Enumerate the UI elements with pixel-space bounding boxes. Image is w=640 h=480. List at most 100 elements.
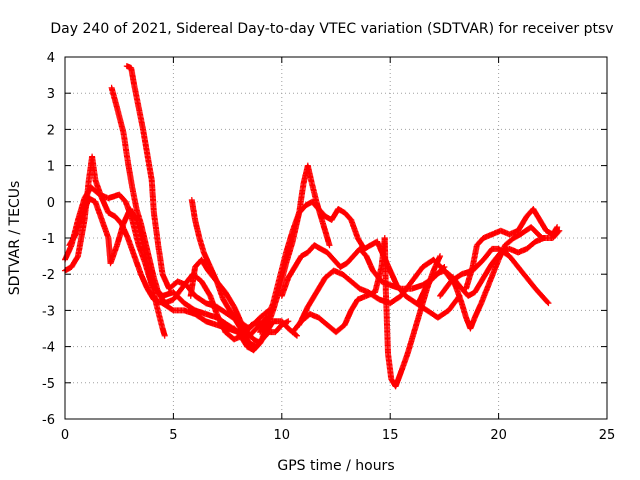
data-point (415, 283, 430, 307)
y-tick-labels: 4 3 2 1 0 -1 -2 -3 -4 -5 -6 (42, 51, 55, 428)
data-point (142, 238, 153, 262)
axis-ticks (64, 56, 608, 420)
data-point (515, 214, 530, 234)
data-point (144, 151, 155, 182)
data-point (213, 278, 226, 302)
data-point (150, 209, 161, 247)
y-tick-label: 2 (47, 123, 55, 138)
y-tick-label: 0 (47, 196, 55, 211)
data-point (471, 301, 484, 321)
x-tick-label: 5 (169, 428, 177, 443)
data-point (140, 242, 153, 276)
data-point (473, 236, 486, 249)
data-point (387, 293, 403, 307)
data-point (296, 305, 311, 328)
data-point (233, 318, 246, 334)
data-point (315, 314, 330, 328)
data-point (437, 279, 454, 299)
data-point (272, 322, 284, 336)
data-point (437, 253, 444, 260)
data-point (98, 195, 111, 215)
data-point (343, 254, 356, 267)
data-point (523, 239, 538, 252)
data-point (66, 232, 79, 249)
data-point (244, 329, 256, 342)
data-point (75, 218, 88, 260)
data-point (283, 229, 296, 256)
data-point (192, 311, 208, 324)
data-point (92, 177, 105, 200)
data-point (257, 326, 270, 346)
data-point (392, 370, 404, 390)
data-point (222, 289, 237, 309)
data-point (124, 235, 137, 258)
x-tick-label: 0 (61, 428, 69, 443)
series-sat-n (463, 206, 561, 292)
data-point (528, 224, 544, 240)
data-point (549, 225, 560, 238)
data-point (411, 308, 424, 336)
y-tick-label: 1 (47, 160, 55, 175)
data-point (146, 271, 159, 305)
data-marks (62, 63, 563, 390)
data-point (296, 203, 308, 216)
data-point (324, 249, 336, 262)
y-tick-label: 4 (47, 51, 55, 66)
data-point (365, 289, 382, 302)
data-point (192, 292, 208, 306)
x-tick-label: 10 (274, 428, 291, 443)
data-point (231, 303, 244, 324)
data-point (328, 207, 341, 223)
data-point (554, 224, 561, 231)
data-point (237, 318, 250, 334)
data-point (250, 341, 263, 354)
series-sat-o (415, 235, 548, 307)
data-point (458, 300, 469, 320)
x-tick-labels: 0 5 10 15 20 25 (61, 428, 615, 443)
data-point (309, 198, 321, 211)
data-point (408, 265, 425, 285)
data-point (181, 300, 197, 313)
data-point (278, 318, 291, 328)
y-tick-label: -5 (42, 377, 55, 392)
data-point (213, 311, 228, 334)
data-point (129, 216, 142, 247)
data-point (381, 235, 389, 294)
data-point (541, 235, 548, 241)
data-point (276, 250, 289, 281)
data-point (150, 274, 161, 294)
data-point (161, 332, 168, 339)
data-point (398, 279, 414, 299)
data-point (339, 271, 354, 284)
data-point (304, 290, 319, 310)
data-point (480, 246, 495, 263)
data-point (140, 126, 151, 157)
data-point (530, 206, 543, 222)
data-point (419, 257, 436, 270)
data-point (523, 274, 538, 291)
data-point (320, 220, 333, 247)
data-point (536, 216, 549, 233)
data-point (79, 196, 92, 220)
data-point (506, 253, 521, 269)
data-point (120, 130, 131, 164)
grid (65, 57, 607, 419)
data-point (226, 307, 239, 324)
data-point (313, 275, 328, 296)
data-point (213, 303, 230, 317)
data-point (124, 159, 135, 189)
data-point (387, 267, 400, 287)
data-point (452, 282, 465, 305)
data-point (98, 216, 111, 240)
data-point (424, 307, 440, 320)
data-point (285, 265, 298, 281)
data-point (133, 206, 144, 226)
data-point (137, 271, 150, 291)
y-tick-label: -6 (42, 413, 55, 428)
data-point (231, 325, 243, 338)
chart-title: Day 240 of 2021, Sidereal Day-to-day VTE… (50, 21, 613, 37)
data-point (263, 301, 276, 325)
data-point (478, 279, 493, 307)
